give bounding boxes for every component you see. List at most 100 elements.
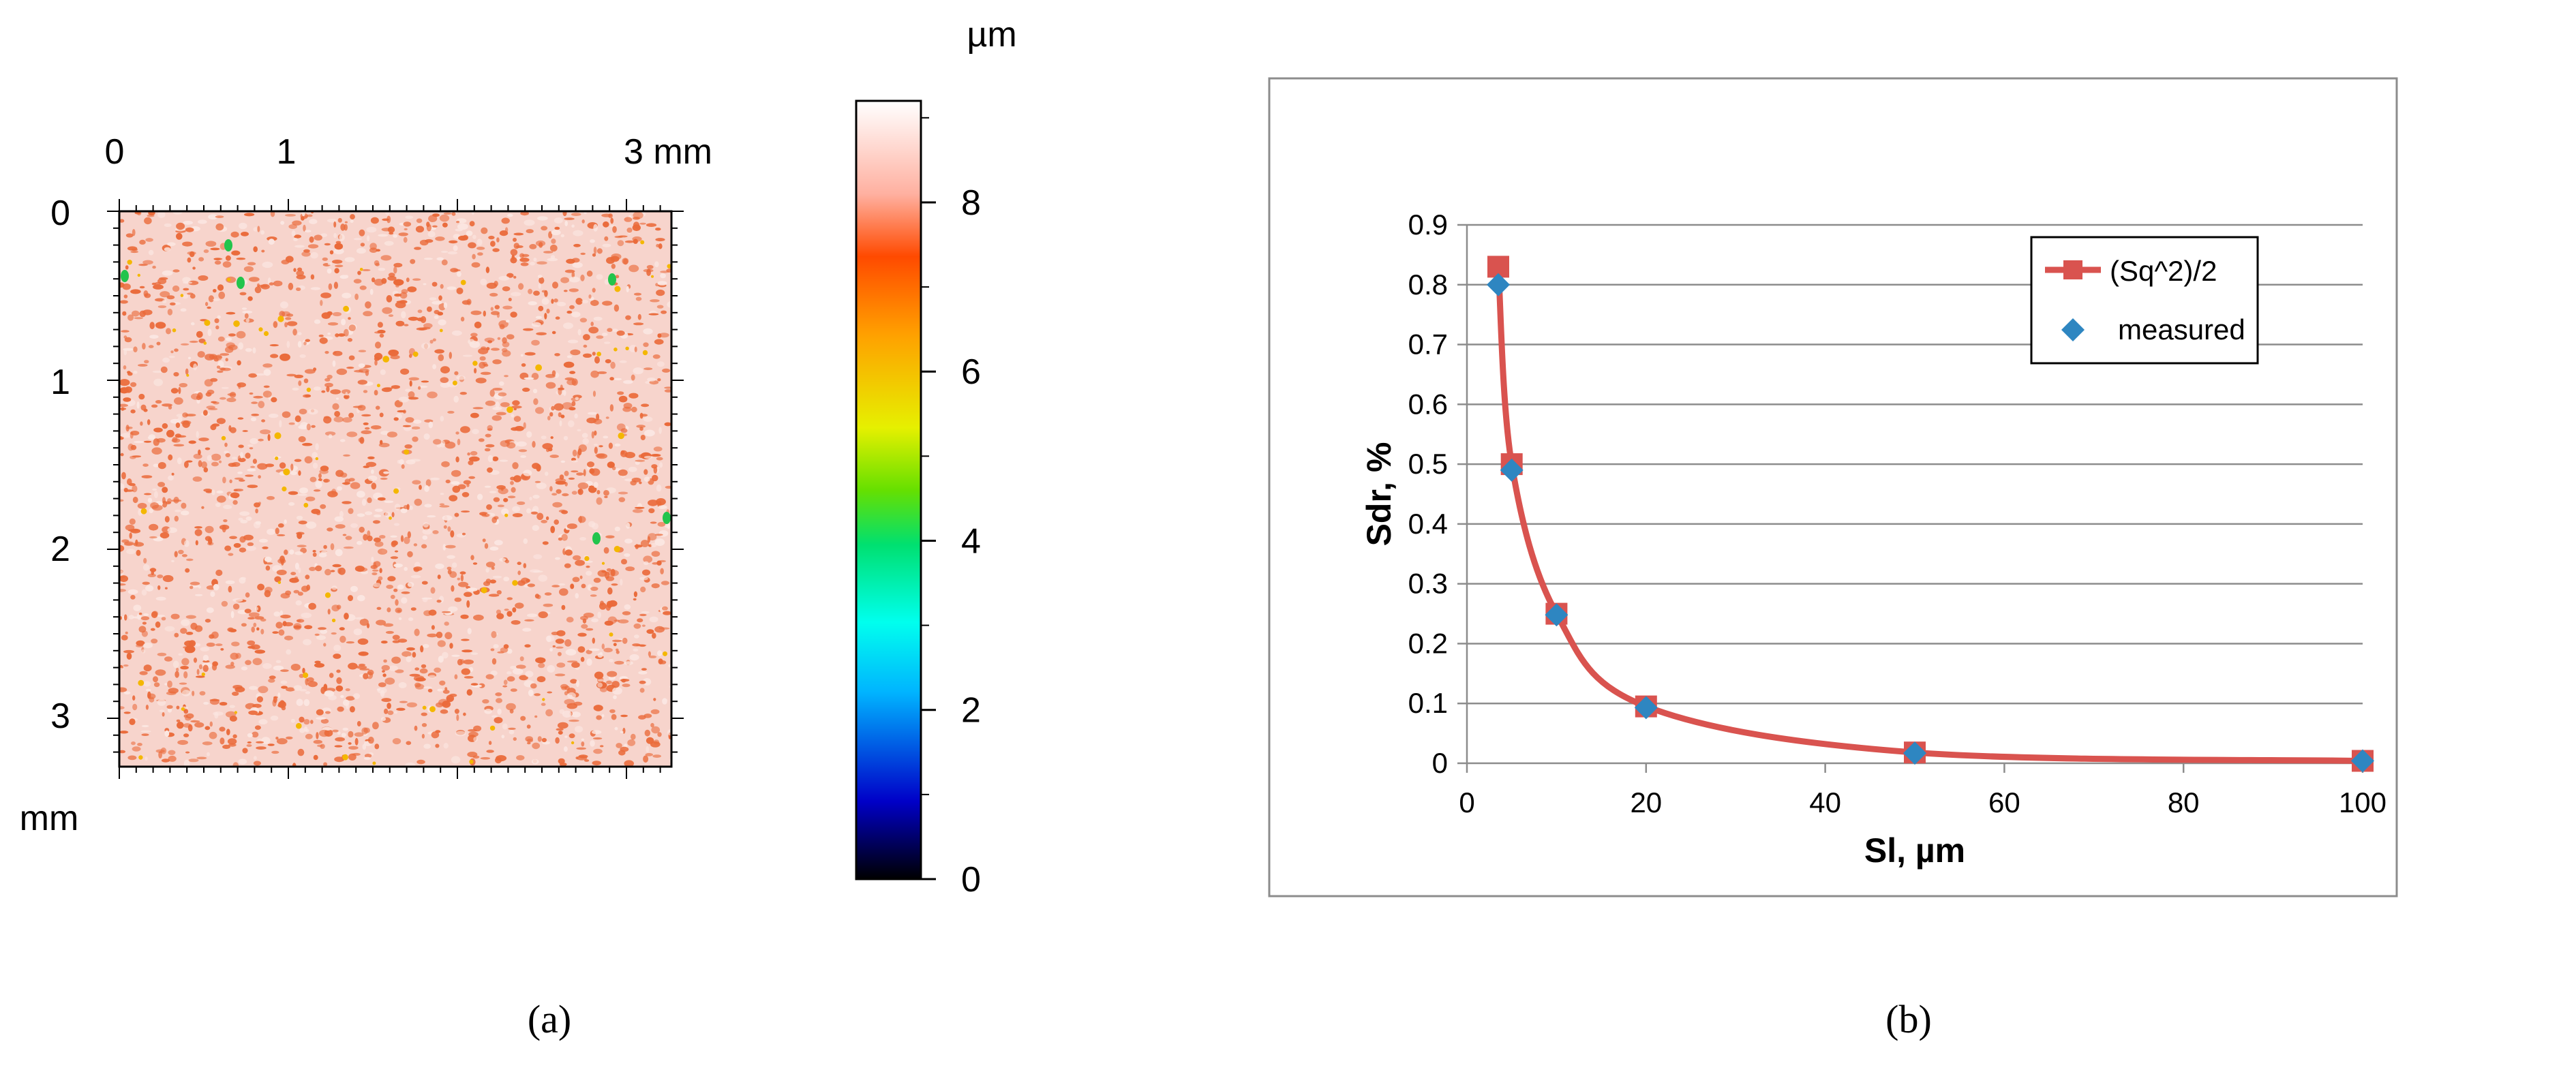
height-speck — [225, 337, 232, 341]
y-tick-label: 0.7 — [1408, 328, 1448, 360]
height-speck — [252, 459, 257, 464]
height-speck — [605, 535, 615, 539]
height-speck — [332, 564, 342, 568]
height-speck — [664, 422, 671, 427]
height-speck — [467, 628, 472, 634]
height-speck — [492, 248, 500, 252]
height-speck — [410, 259, 416, 264]
height-peak — [439, 328, 443, 333]
height-low-spot — [237, 277, 245, 289]
height-speck — [119, 583, 126, 586]
height-speck — [208, 214, 218, 220]
height-speck — [310, 274, 315, 280]
height-speck — [299, 716, 305, 723]
height-speck — [602, 243, 611, 247]
height-speck — [538, 283, 541, 289]
height-peak — [181, 707, 185, 711]
height-speck — [294, 562, 299, 570]
height-speck — [579, 575, 583, 579]
height-speck — [569, 371, 576, 374]
height-speck — [535, 657, 546, 664]
height-speck — [622, 611, 631, 615]
height-speck — [181, 502, 187, 509]
height-speck — [170, 388, 179, 394]
height-speck — [546, 308, 550, 314]
height-speck — [205, 241, 217, 247]
height-peak — [306, 387, 312, 393]
height-speck — [488, 741, 492, 746]
height-speck — [216, 490, 224, 494]
height-speck — [204, 619, 211, 623]
height-speck — [229, 479, 232, 484]
height-speck — [533, 290, 540, 296]
height-speck — [143, 681, 151, 687]
height-speck — [354, 617, 365, 619]
height-speck — [400, 535, 404, 542]
height-speck — [624, 240, 635, 243]
height-speck — [388, 314, 394, 317]
height-speck — [255, 508, 258, 514]
height-speck — [123, 335, 127, 339]
height-speck — [518, 283, 524, 290]
height-speck — [216, 495, 226, 503]
height-speck — [547, 691, 553, 694]
height-speck — [543, 603, 554, 607]
height-speck — [421, 343, 431, 350]
height-speck — [211, 453, 222, 461]
height-speck — [274, 576, 282, 583]
height-speck — [298, 425, 309, 429]
height-speck — [414, 498, 423, 506]
height-speck — [314, 319, 321, 324]
height-speck — [312, 552, 317, 557]
height-speck — [524, 619, 534, 622]
height-peak — [469, 759, 474, 764]
height-speck — [239, 536, 246, 543]
height-speck — [119, 687, 127, 692]
height-speck — [275, 660, 282, 663]
height-speck — [438, 354, 444, 362]
height-peak — [172, 328, 177, 333]
height-peak — [651, 275, 654, 278]
height-speck — [145, 756, 148, 761]
height-speck — [376, 619, 387, 626]
height-speck — [342, 699, 350, 706]
height-speck — [190, 581, 200, 586]
height-speck — [538, 662, 545, 669]
height-speck — [131, 741, 136, 746]
height-speck — [217, 315, 221, 319]
height-speck — [127, 589, 138, 595]
height-speck — [441, 259, 448, 266]
height-speck — [555, 478, 566, 483]
height-speck — [161, 758, 170, 763]
height-speck — [639, 412, 643, 419]
height-speck — [339, 439, 346, 442]
height-speck — [187, 356, 192, 360]
height-speck — [243, 534, 254, 540]
height-speck — [212, 663, 217, 671]
height-speck — [366, 226, 377, 233]
height-speck — [491, 631, 497, 639]
height-speck — [593, 482, 598, 488]
height-speck — [185, 227, 194, 232]
height-speck — [164, 626, 175, 632]
height-speck — [496, 590, 502, 595]
height-speck — [583, 334, 590, 341]
height-speck — [381, 278, 387, 284]
height-speck — [273, 611, 281, 617]
height-speck — [350, 482, 361, 489]
height-speck — [285, 256, 294, 263]
height-speck — [256, 627, 260, 631]
height-speck — [381, 664, 390, 671]
height-speck — [609, 377, 614, 381]
height-speck — [390, 556, 399, 559]
height-speck — [551, 585, 560, 587]
height-speck — [254, 286, 262, 294]
height-speck — [626, 522, 631, 529]
height-speck — [181, 510, 190, 516]
height-speck — [375, 405, 380, 410]
height-speck — [363, 390, 368, 393]
height-speck — [260, 618, 267, 622]
height-speck — [513, 416, 521, 423]
height-speck — [654, 261, 659, 268]
height-speck — [173, 372, 179, 377]
